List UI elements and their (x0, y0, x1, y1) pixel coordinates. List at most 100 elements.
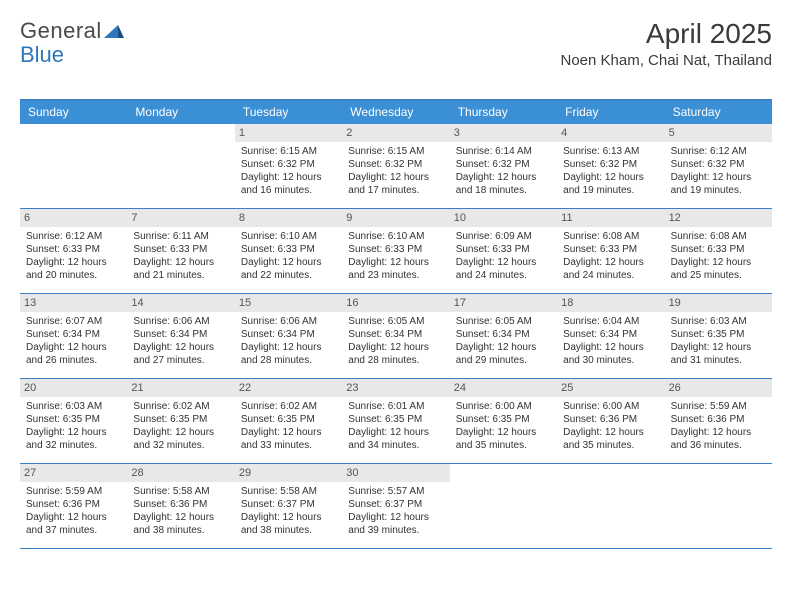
day-info-line: Sunset: 6:32 PM (241, 158, 338, 171)
logo-text-1: General (20, 18, 102, 44)
day-number: 1 (235, 124, 342, 142)
day-cell: 27Sunrise: 5:59 AMSunset: 6:36 PMDayligh… (20, 464, 127, 548)
day-info-line: and 18 minutes. (456, 184, 553, 197)
day-cell: 11Sunrise: 6:08 AMSunset: 6:33 PMDayligh… (557, 209, 664, 293)
day-info: Sunrise: 6:15 AMSunset: 6:32 PMDaylight:… (241, 145, 338, 197)
day-number: 5 (665, 124, 772, 142)
day-info-line: Sunrise: 6:08 AM (671, 230, 768, 243)
day-info: Sunrise: 6:12 AMSunset: 6:33 PMDaylight:… (26, 230, 123, 282)
day-info-line: Daylight: 12 hours (348, 426, 445, 439)
day-cell: 30Sunrise: 5:57 AMSunset: 6:37 PMDayligh… (342, 464, 449, 548)
day-cell: 13Sunrise: 6:07 AMSunset: 6:34 PMDayligh… (20, 294, 127, 378)
day-info-line: and 23 minutes. (348, 269, 445, 282)
dow-cell: Thursday (450, 101, 557, 124)
day-number: 13 (20, 294, 127, 312)
day-number: 22 (235, 379, 342, 397)
day-info-line: and 28 minutes. (348, 354, 445, 367)
day-info-line: and 38 minutes. (241, 524, 338, 537)
day-number: 17 (450, 294, 557, 312)
day-info-line: Daylight: 12 hours (133, 341, 230, 354)
day-info-line: Sunrise: 5:58 AM (133, 485, 230, 498)
day-info-line: Daylight: 12 hours (241, 511, 338, 524)
day-info-line: Daylight: 12 hours (671, 256, 768, 269)
day-info-line: Sunset: 6:33 PM (241, 243, 338, 256)
day-cell: 23Sunrise: 6:01 AMSunset: 6:35 PMDayligh… (342, 379, 449, 463)
day-info-line: Sunrise: 6:12 AM (671, 145, 768, 158)
week-row: 6Sunrise: 6:12 AMSunset: 6:33 PMDaylight… (20, 209, 772, 294)
day-info-line: and 30 minutes. (563, 354, 660, 367)
day-info: Sunrise: 6:03 AMSunset: 6:35 PMDaylight:… (671, 315, 768, 367)
day-cell: 12Sunrise: 6:08 AMSunset: 6:33 PMDayligh… (665, 209, 772, 293)
day-info-line: Sunset: 6:37 PM (348, 498, 445, 511)
day-info-line: and 20 minutes. (26, 269, 123, 282)
day-info-line: and 32 minutes. (26, 439, 123, 452)
day-info-line: and 19 minutes. (671, 184, 768, 197)
day-cell (557, 464, 664, 548)
day-info-line: Daylight: 12 hours (241, 256, 338, 269)
day-info-line: Daylight: 12 hours (563, 426, 660, 439)
day-cell: 22 Sunrise: 6:02 AMSunset: 6:35 PMDayligh… (235, 379, 342, 463)
day-cell: 15Sunrise: 6:06 AMSunset: 6:34 PMDayligh… (235, 294, 342, 378)
day-info-line: Sunrise: 5:57 AM (348, 485, 445, 498)
day-info-line: and 26 minutes. (26, 354, 123, 367)
day-info-line: Sunset: 6:35 PM (241, 413, 338, 426)
day-number: 11 (557, 209, 664, 227)
day-info-line: Daylight: 12 hours (133, 426, 230, 439)
day-info-line: Sunrise: 6:10 AM (241, 230, 338, 243)
day-info-line: Sunrise: 6:02 AM (241, 400, 338, 413)
day-info: Sunrise: 6:14 AMSunset: 6:32 PMDaylight:… (456, 145, 553, 197)
day-info-line: Daylight: 12 hours (563, 341, 660, 354)
day-info-line: and 22 minutes. (241, 269, 338, 282)
day-info-line: and 35 minutes. (563, 439, 660, 452)
day-info-line: Daylight: 12 hours (456, 426, 553, 439)
day-info: Sunrise: 5:58 AMSunset: 6:37 PMDaylight:… (241, 485, 338, 537)
day-cell (127, 124, 234, 208)
day-number: 14 (127, 294, 234, 312)
day-info-line: Sunset: 6:36 PM (26, 498, 123, 511)
day-info-line: Sunset: 6:33 PM (671, 243, 768, 256)
dow-cell: Sunday (20, 101, 127, 124)
day-info-line: Sunrise: 6:05 AM (348, 315, 445, 328)
day-cell: 20 Sunrise: 6:03 AMSunset: 6:35 PMDayligh… (20, 379, 127, 463)
day-info-line: Daylight: 12 hours (26, 426, 123, 439)
day-cell: 17Sunrise: 6:05 AMSunset: 6:34 PMDayligh… (450, 294, 557, 378)
day-info: Sunrise: 6:10 AMSunset: 6:33 PMDaylight:… (241, 230, 338, 282)
day-info: Sunrise: 6:15 AMSunset: 6:32 PMDaylight:… (348, 145, 445, 197)
day-info: Sunrise: 6:10 AMSunset: 6:33 PMDaylight:… (348, 230, 445, 282)
day-info-line: Sunrise: 6:00 AM (456, 400, 553, 413)
day-cell: 21Sunrise: 6:02 AMSunset: 6:35 PMDayligh… (127, 379, 234, 463)
day-info: Sunrise: 6:02 AMSunset: 6:35 PMDaylight:… (241, 400, 338, 452)
day-info-line: Sunset: 6:35 PM (456, 413, 553, 426)
day-number: 15 (235, 294, 342, 312)
day-cell: 26Sunrise: 5:59 AMSunset: 6:36 PMDayligh… (665, 379, 772, 463)
day-info: Sunrise: 6:13 AMSunset: 6:32 PMDaylight:… (563, 145, 660, 197)
day-info-line: Daylight: 12 hours (456, 171, 553, 184)
day-cell: 2Sunrise: 6:15 AMSunset: 6:32 PMDaylight… (342, 124, 449, 208)
day-info-line: Sunrise: 6:06 AM (241, 315, 338, 328)
day-info-line: Sunrise: 6:01 AM (348, 400, 445, 413)
day-info-line: Sunrise: 5:59 AM (26, 485, 123, 498)
day-info-line: Daylight: 12 hours (348, 171, 445, 184)
day-info: Sunrise: 6:02 AMSunset: 6:35 PMDaylight:… (133, 400, 230, 452)
day-info-line: and 24 minutes. (563, 269, 660, 282)
week-row: 13Sunrise: 6:07 AMSunset: 6:34 PMDayligh… (20, 294, 772, 379)
day-info-line: and 19 minutes. (563, 184, 660, 197)
day-info-line: and 27 minutes. (133, 354, 230, 367)
day-info-line: and 37 minutes. (26, 524, 123, 537)
day-cell: 16Sunrise: 6:05 AMSunset: 6:34 PMDayligh… (342, 294, 449, 378)
day-info: Sunrise: 6:11 AMSunset: 6:33 PMDaylight:… (133, 230, 230, 282)
day-number: 20 (20, 379, 127, 397)
location: Noen Kham, Chai Nat, Thailand (560, 52, 772, 69)
day-info-line: Sunset: 6:32 PM (563, 158, 660, 171)
day-cell: 14Sunrise: 6:06 AMSunset: 6:34 PMDayligh… (127, 294, 234, 378)
day-info-line: Daylight: 12 hours (241, 341, 338, 354)
day-cell (20, 124, 127, 208)
day-info-line: Daylight: 12 hours (456, 341, 553, 354)
day-cell (665, 464, 772, 548)
day-number: 30 (342, 464, 449, 482)
dow-row: SundayMondayTuesdayWednesdayThursdayFrid… (20, 101, 772, 124)
calendar: SundayMondayTuesdayWednesdayThursdayFrid… (20, 99, 772, 549)
day-cell: 29Sunrise: 5:58 AMSunset: 6:37 PMDayligh… (235, 464, 342, 548)
day-info-line: Daylight: 12 hours (563, 171, 660, 184)
day-info: Sunrise: 6:03 AMSunset: 6:35 PMDaylight:… (26, 400, 123, 452)
